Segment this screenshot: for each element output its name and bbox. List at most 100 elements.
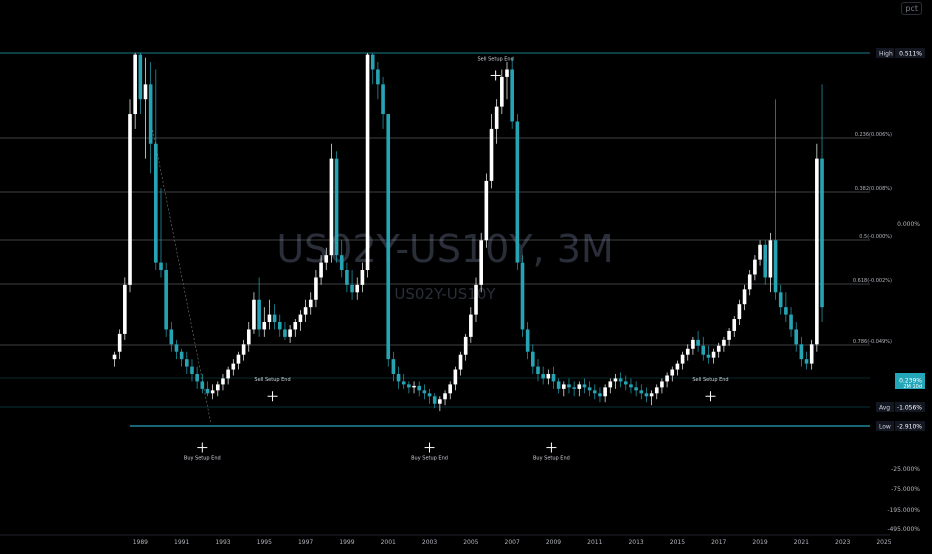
candle-up[interactable] [298, 314, 303, 323]
candle-down[interactable] [763, 244, 768, 278]
candle-down[interactable] [417, 385, 422, 391]
candle-down[interactable] [381, 84, 385, 115]
candle-down[interactable] [820, 158, 824, 308]
candle-down[interactable] [386, 114, 391, 360]
candle-down[interactable] [515, 121, 520, 263]
candle-up[interactable] [469, 314, 473, 337]
candle-down[interactable] [634, 387, 638, 391]
candle-up[interactable] [303, 307, 308, 315]
percent-scale-toggle[interactable]: pct [901, 2, 922, 15]
candle-up[interactable] [241, 344, 246, 355]
candle-down[interactable] [592, 390, 597, 394]
candle-up[interactable] [226, 369, 230, 379]
candle-up[interactable] [608, 381, 613, 388]
candle-up[interactable] [680, 354, 685, 364]
candle-up[interactable] [742, 289, 747, 305]
candle-up[interactable] [210, 390, 215, 394]
candle-up[interactable] [737, 304, 742, 320]
candle-down[interactable] [345, 270, 349, 285]
candle-down[interactable] [401, 381, 406, 385]
candle-down[interactable] [587, 387, 592, 391]
candle-up[interactable] [453, 369, 458, 385]
candle-down[interactable] [639, 390, 644, 394]
candle-up[interactable] [649, 393, 654, 397]
candle-down[interactable] [138, 54, 143, 100]
candle-down[interactable] [427, 393, 432, 397]
candle-up[interactable] [691, 339, 695, 349]
candle-down[interactable] [531, 351, 535, 367]
candle-down[interactable] [169, 329, 174, 345]
candle-down[interactable] [794, 329, 799, 345]
candle-down[interactable] [205, 388, 210, 394]
candle-down[interactable] [572, 387, 576, 389]
candle-down[interactable] [784, 307, 788, 315]
candle-up[interactable] [711, 351, 716, 358]
candle-down[interactable] [696, 339, 700, 346]
candle-up[interactable] [463, 336, 468, 355]
candle-up[interactable] [324, 255, 329, 263]
candle-down[interactable] [551, 374, 556, 382]
candle-up[interactable] [479, 240, 483, 285]
candle-up[interactable] [654, 387, 659, 394]
candle-down[interactable] [154, 143, 158, 263]
candle-down[interactable] [582, 384, 587, 388]
candle-down[interactable] [376, 69, 380, 85]
candle-up[interactable] [809, 344, 814, 364]
candle-down[interactable] [174, 344, 179, 352]
candle-up[interactable] [448, 384, 452, 394]
candle-up[interactable] [133, 54, 137, 115]
candle-up[interactable] [577, 384, 582, 389]
candle-up[interactable] [670, 369, 675, 376]
candle-up[interactable] [236, 354, 241, 364]
candle-up[interactable] [288, 329, 292, 337]
candle-down[interactable] [804, 359, 809, 364]
candle-down[interactable] [525, 329, 530, 352]
candle-down[interactable] [629, 384, 633, 388]
candle-up[interactable] [128, 114, 132, 285]
candle-up[interactable] [484, 180, 489, 241]
candle-up[interactable] [665, 375, 669, 382]
candle-up[interactable] [489, 128, 494, 181]
candle-up[interactable] [716, 345, 721, 352]
candle-up[interactable] [562, 384, 566, 389]
candle-down[interactable] [623, 381, 628, 385]
candle-up[interactable] [308, 299, 313, 308]
candle-down[interactable] [706, 354, 711, 358]
candle-down[interactable] [164, 270, 168, 330]
candle-up[interactable] [231, 363, 236, 370]
candle-down[interactable] [773, 240, 778, 293]
candle-up[interactable] [443, 393, 447, 400]
candle-up[interactable] [314, 277, 318, 300]
candle-up[interactable] [505, 69, 509, 77]
candle-down[interactable] [789, 314, 793, 330]
candle-down[interactable] [148, 84, 153, 144]
candle-down[interactable] [277, 322, 282, 330]
candle-up[interactable] [293, 322, 298, 330]
candle-up[interactable] [603, 387, 607, 397]
candle-down[interactable] [257, 299, 261, 330]
candle-down[interactable] [200, 381, 205, 389]
candle-down[interactable] [701, 345, 706, 355]
candle-down[interactable] [618, 378, 623, 382]
candle-down[interactable] [396, 374, 401, 382]
candle-up[interactable] [143, 84, 148, 100]
candle-down[interactable] [407, 384, 411, 388]
candle-down[interactable] [179, 351, 184, 360]
candle-down[interactable] [391, 359, 396, 375]
candle-up[interactable] [660, 381, 664, 388]
candle-up[interactable] [727, 330, 731, 340]
candle-up[interactable] [117, 333, 122, 352]
candle-up[interactable] [319, 262, 323, 278]
candle-down[interactable] [159, 262, 163, 271]
candle-down[interactable] [422, 390, 427, 394]
candle-up[interactable] [123, 284, 127, 334]
candle-up[interactable] [732, 319, 737, 331]
candle-down[interactable] [185, 359, 189, 367]
candle-down[interactable] [536, 366, 540, 375]
candle-up[interactable] [262, 322, 267, 330]
candle-down[interactable] [520, 262, 525, 330]
candle-down[interactable] [541, 374, 545, 379]
candle-down[interactable] [195, 374, 199, 382]
candle-up[interactable] [546, 374, 551, 379]
candle-up[interactable] [815, 158, 819, 345]
